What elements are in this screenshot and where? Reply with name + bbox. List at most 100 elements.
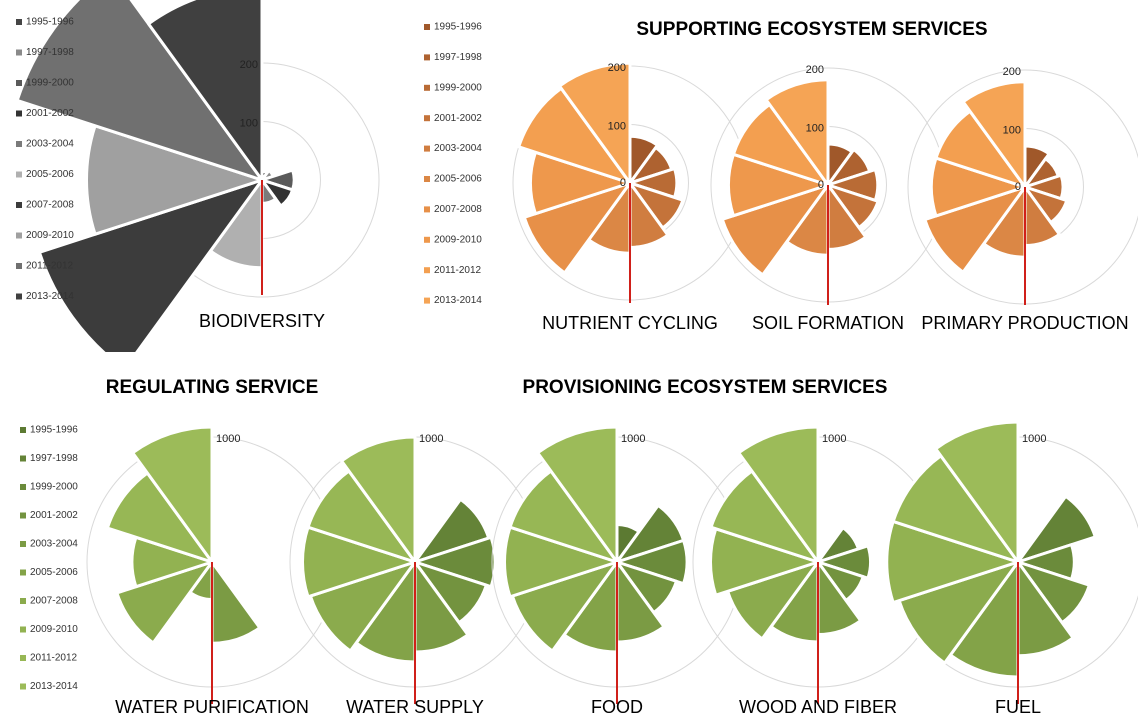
legend-swatch [424, 236, 430, 243]
r-tick-label: 1000 [621, 433, 645, 445]
legend-label: 1997-1998 [30, 453, 78, 464]
legend-label: 2013-2014 [26, 291, 74, 302]
legend-label: 2005-2006 [26, 169, 74, 180]
legend-label: 2003-2004 [30, 539, 78, 550]
legend-label: 2005-2006 [30, 567, 78, 578]
legend-swatch [424, 176, 430, 182]
chart-title: WOOD AND FIBER [739, 697, 897, 717]
wedge [15, 0, 264, 182]
legend-swatch [424, 206, 430, 213]
legend-label: 1997-1998 [434, 52, 482, 63]
polar-chart: 1000 [885, 420, 1138, 704]
wedge [961, 80, 1027, 189]
legend-label: 1999-2000 [26, 78, 74, 89]
group-heading: PROVISIONING ECOSYSTEM SERVICES [523, 377, 888, 398]
legend-swatch [16, 232, 22, 239]
legend-swatch [20, 655, 26, 661]
wedge [558, 61, 632, 185]
r-tick-label: 0 [620, 177, 626, 189]
r-tick-label: 200 [608, 62, 626, 74]
wedge [260, 178, 295, 208]
r-tick-label: 1000 [419, 433, 443, 445]
legend-swatch [424, 24, 430, 30]
legend-swatch [16, 110, 22, 117]
legend-swatch [16, 171, 22, 178]
legend-label: 2003-2004 [26, 139, 74, 150]
r-tick-label: 0 [818, 179, 824, 191]
legend-label: 2011-2012 [434, 265, 482, 276]
polar-chart: 0 100 200 [512, 61, 748, 303]
wedge [764, 78, 830, 187]
group-heading: REGULATING SERVICE [106, 377, 319, 398]
legend-swatch [424, 115, 430, 122]
chart-title: FUEL [995, 697, 1041, 717]
legend-swatch [20, 598, 26, 604]
polar-chart: 1000 [289, 433, 541, 704]
legend-swatch [20, 512, 26, 519]
wedge [816, 544, 872, 580]
polar-chart: 0 100 200 [710, 64, 946, 305]
chart-title: WATER PURIFICATION [115, 697, 309, 717]
r-tick-label: 200 [240, 59, 258, 71]
legend-label: 2011-2012 [30, 653, 78, 664]
wedge [115, 560, 214, 645]
legend-label: 2009-2010 [26, 230, 74, 241]
chart-title: BIODIVERSITY [199, 311, 325, 331]
wedge [737, 425, 820, 564]
wedge [891, 454, 1020, 564]
legend-swatch [16, 293, 22, 300]
chart-title: SOIL FORMATION [752, 313, 904, 333]
legend-label: 2011-2012 [26, 261, 74, 272]
wedge [923, 185, 1027, 274]
wedge [131, 425, 214, 564]
wedge [897, 560, 1020, 665]
r-tick-label: 200 [1003, 66, 1021, 78]
polar-chart: 1000 [692, 425, 944, 704]
legend-label: 2007-2008 [26, 200, 74, 211]
r-tick-label: 1000 [822, 433, 846, 445]
polar-chart: 1000 [491, 425, 743, 704]
legend-label: 2005-2006 [434, 174, 482, 185]
legend-label: 2009-2010 [30, 624, 78, 635]
legend-label: 2007-2008 [434, 204, 482, 215]
chart-title: WATER SUPPLY [346, 697, 484, 717]
legend-label: 1995-1996 [434, 22, 482, 33]
polar-chart: 0 100 200 [907, 66, 1138, 305]
chart-title: FOOD [591, 697, 643, 717]
wedge [615, 538, 689, 586]
legend-swatch [20, 455, 26, 462]
wedge [522, 181, 632, 275]
legend-label: 2003-2004 [434, 143, 482, 154]
legend-label: 2013-2014 [434, 295, 482, 306]
r-tick-label: 100 [608, 120, 626, 132]
wedge [720, 183, 830, 277]
legend-swatch [424, 54, 430, 61]
wedge [210, 560, 262, 645]
legend-label: 2001-2002 [30, 510, 78, 521]
wedge [885, 519, 1020, 605]
r-tick-label: 1000 [1022, 433, 1046, 445]
r-tick-label: 0 [1015, 181, 1021, 193]
legend-swatch [20, 427, 26, 433]
legend-swatch [424, 84, 430, 91]
legend-swatch [20, 541, 26, 547]
legend-swatch [424, 145, 430, 152]
chart-title: NUTRIENT CYCLING [542, 313, 718, 333]
legend-swatch [16, 49, 22, 56]
wedge [934, 420, 1020, 564]
legend-swatch [424, 297, 430, 304]
r-tick-label: 1000 [216, 433, 240, 445]
legend-swatch [20, 484, 26, 490]
legend-label: 1997-1998 [26, 47, 74, 58]
legend-label: 1995-1996 [30, 425, 78, 436]
legend-swatch [424, 267, 430, 274]
legend-label: 2013-2014 [30, 681, 78, 692]
legend-swatch [20, 626, 26, 633]
legend-label: 1995-1996 [26, 17, 74, 28]
chart-title: PRIMARY PRODUCTION [921, 313, 1128, 333]
polar-chart: 1000 [86, 425, 338, 704]
legend-swatch [16, 263, 22, 269]
polar-chart: 100 200 [15, 0, 380, 352]
wedge [147, 0, 264, 182]
